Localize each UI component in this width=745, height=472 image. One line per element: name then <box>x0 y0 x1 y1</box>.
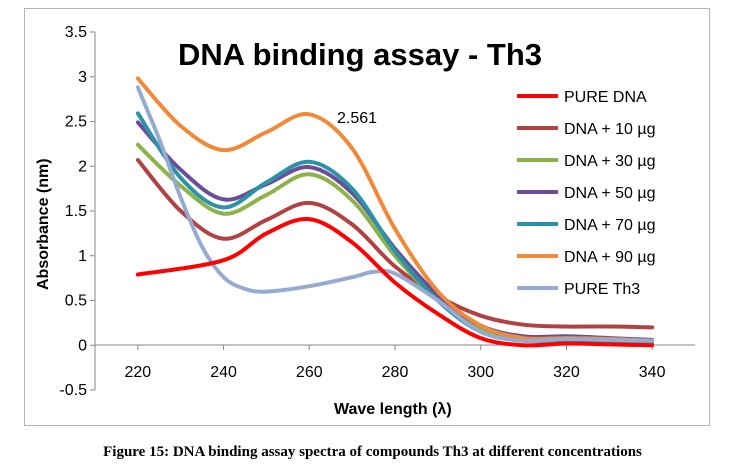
y-tick-group: -0.5 0 0.5 1 1.5 2 2.5 3 3.5 <box>59 24 95 399</box>
y-tick-label: 2.5 <box>65 114 87 131</box>
x-tick-label: 300 <box>467 364 494 381</box>
legend-label-dna-90-g: DNA + 90 µg <box>564 249 656 266</box>
y-tick-label: 3 <box>78 69 87 86</box>
series-line-pure-th3 <box>135 85 655 344</box>
legend-label-dna-50-g: DNA + 50 µg <box>564 185 656 202</box>
legend-label-dna-30-g: DNA + 30 µg <box>564 153 656 170</box>
x-tick-label: 240 <box>210 364 237 381</box>
legend-label-pure-th3: PURE Th3 <box>564 281 640 298</box>
x-tick-label: 320 <box>553 364 580 381</box>
legend: PURE DNA DNA + 10 µg DNA + 30 µg DNA + 50 µ… <box>517 89 656 298</box>
series-line-pure-dna <box>135 217 655 348</box>
x-tick-label: 280 <box>382 364 409 381</box>
y-tick-label: -0.5 <box>59 382 87 399</box>
legend-label-dna-10-g: DNA + 10 µg <box>564 121 656 138</box>
chart-title: DNA binding assay - Th3 <box>178 37 542 72</box>
y-tick-label: 1 <box>78 248 87 265</box>
y-tick-label: 1.5 <box>65 203 87 220</box>
figure-caption: Figure 15: DNA binding assay spectra of … <box>103 444 642 460</box>
x-tick-label: 260 <box>296 364 323 381</box>
x-axis-title: Wave length (λ) <box>334 401 452 418</box>
x-tick-group: 220 240 260 280 300 320 340 <box>125 345 666 381</box>
series-line-dna-10-g <box>135 158 655 330</box>
chart-svg: DNA binding assay - Th3 -0.5 0 0.5 1 1.5 2 2.5… <box>35 24 695 418</box>
y-axis-title: Absorbance (nm) <box>35 158 52 290</box>
x-tick-label: 340 <box>639 364 666 381</box>
y-tick-label: 0 <box>78 337 87 354</box>
legend-label-pure-dna: PURE DNA <box>564 89 647 106</box>
x-tick-label: 220 <box>125 364 152 381</box>
annotation-label: 2.561 <box>337 110 377 127</box>
y-tick-label: 3.5 <box>65 24 87 41</box>
series-group <box>135 76 655 348</box>
series-line-dna-30-g <box>135 142 655 344</box>
y-tick-label: 2 <box>78 158 87 175</box>
legend-label-dna-70-g: DNA + 70 µg <box>564 217 656 234</box>
y-tick-label: 0.5 <box>65 293 87 310</box>
